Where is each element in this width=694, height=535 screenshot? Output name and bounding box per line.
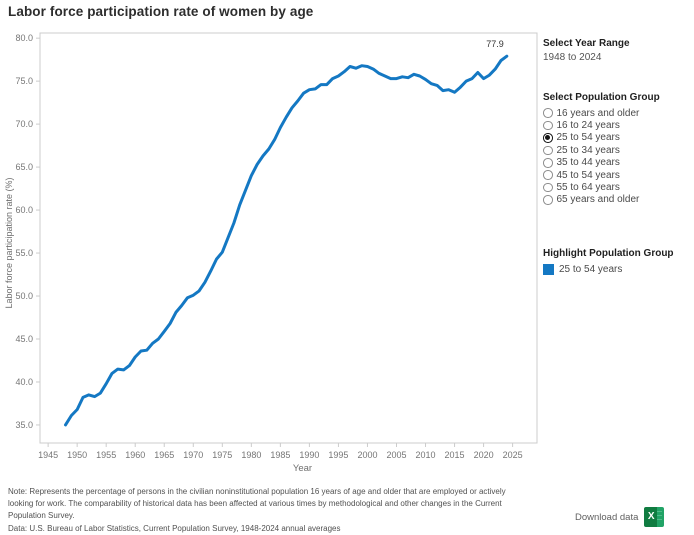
population-group-option-label: 25 to 34 years [556,144,620,156]
population-group-option[interactable]: 25 to 34 years [543,144,693,156]
x-tick-label: 2020 [474,450,494,460]
radio-icon[interactable] [543,158,553,168]
y-tick-label: 45.0 [15,334,33,344]
y-tick-label: 60.0 [15,205,33,215]
line-chart: 35.0 40.0 45.0 50.0 55.0 60.0 65.0 70.0 75.0 80.0… [0,25,545,480]
radio-icon[interactable] [543,195,553,205]
radio-icon[interactable] [543,182,553,193]
radio-icon[interactable] [543,108,553,118]
highlight-legend: 25 to 54 years [543,264,693,276]
x-tick-label: 2000 [357,450,377,460]
highlight-group-header: Highlight Population Group [543,248,674,260]
page-title: Labor force participation rate of women … [8,4,314,19]
y-tick-label: 35.0 [15,420,33,430]
y-axis-title: Labor force participation rate (%) [4,177,14,308]
x-tick-label: 1980 [241,450,261,460]
download-data-label: Download data [575,511,639,523]
y-tick-label: 65.0 [15,162,33,172]
legend-item: 25 to 54 years [543,264,693,276]
population-group-option[interactable]: 25 to 54 years [543,132,693,144]
plot-area-border [39,32,538,444]
y-tick-label: 75.0 [15,76,33,86]
download-data-button[interactable]: Download data [575,506,665,528]
x-tick-label: 1985 [270,450,290,460]
x-tick-label: 2005 [386,450,406,460]
x-tick-label: 1990 [299,450,319,460]
population-group-radio-list: 16 years and older 16 to 24 years 25 to 54… [543,107,693,206]
x-tick-label: 1950 [67,450,87,460]
y-tick-label: 80.0 [15,33,33,43]
y-tick-label: 50.0 [15,291,33,301]
population-group-option[interactable]: 35 to 44 years [543,157,693,169]
population-group-header: Select Population Group [543,92,660,103]
year-range-value: 1948 to 2024 [543,52,602,63]
y-tick-label: 40.0 [15,377,33,387]
note-text: Note: Represents the percentage of perso… [8,487,506,521]
population-group-option-label: 65 years and older [556,194,640,206]
y-tick-label: 70.0 [15,119,33,129]
end-value-label: 77.9 [486,39,504,49]
x-tick-label: 1960 [125,450,145,460]
population-group-option-label: 16 to 24 years [556,120,620,132]
legend-swatch [543,264,554,276]
chart-footnote: Note: Represents the percentage of perso… [8,486,532,535]
excel-icon[interactable] [644,507,665,527]
x-axis-title: Year [293,463,312,474]
radio-selected-icon[interactable] [543,133,553,143]
x-tick-label: 1970 [183,450,203,460]
x-tick-label: 2015 [445,450,465,460]
radio-icon[interactable] [543,170,553,180]
data-line-25-to-54 [64,54,509,427]
x-tick-label: 2010 [416,450,436,460]
population-group-option-label: 55 to 64 years [556,182,620,194]
population-group-option-label: 35 to 44 years [556,157,620,169]
data-source-text: Data: U.S. Bureau of Labor Statistics, C… [8,523,341,533]
x-tick-label: 1945 [38,450,58,460]
radio-icon[interactable] [543,145,553,156]
population-group-option-label: 16 years and older [556,107,640,119]
population-group-option[interactable]: 16 to 24 years [543,119,693,131]
x-tick-label: 2025 [503,450,523,460]
controls-sidebar: Select Year Range 1948 to 2024 Select Po… [543,38,693,276]
population-group-option-label: 45 to 54 years [556,169,620,181]
population-group-option[interactable]: 16 years and older [543,107,693,119]
radio-icon[interactable] [543,120,553,131]
population-group-option[interactable]: 45 to 54 years [543,169,693,181]
year-range-header: Select Year Range [543,38,630,49]
x-tick-label: 1975 [212,450,232,460]
population-group-option-label: 25 to 54 years [556,132,620,144]
population-group-option[interactable]: 65 years and older [543,194,693,206]
y-tick-label: 55.0 [15,248,33,258]
x-tick-label: 1955 [96,450,116,460]
legend-label: 25 to 54 years [559,264,623,276]
x-tick-label: 1965 [154,450,174,460]
participation-line-chart: 35.0 40.0 45.0 50.0 55.0 60.0 65.0 70.0 75.0 80.0… [4,32,538,474]
x-tick-label: 1995 [328,450,348,460]
population-group-option[interactable]: 55 to 64 years [543,181,693,193]
